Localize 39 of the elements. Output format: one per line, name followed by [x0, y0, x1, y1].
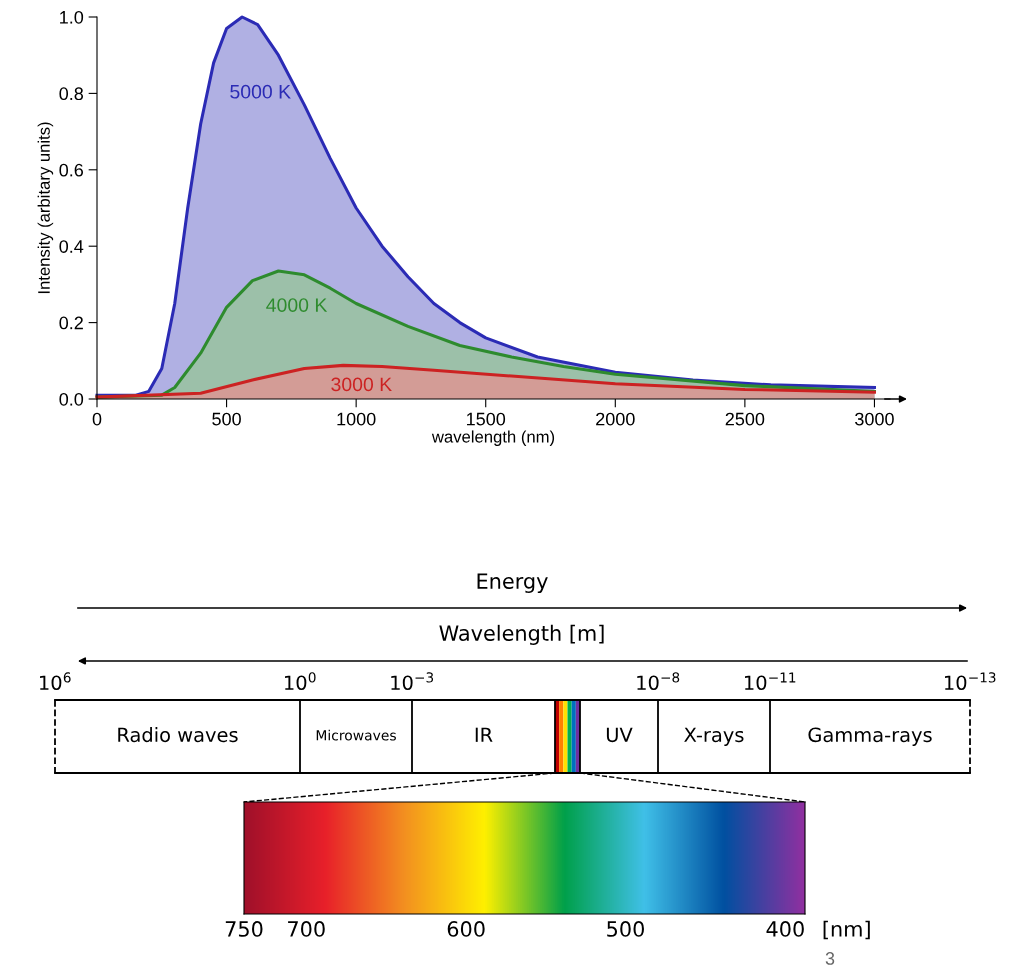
category-label: UV: [606, 727, 633, 743]
text: 10$^{0}$: [285, 672, 316, 691]
series-label: 4000 K: [266, 298, 328, 312]
series-label: 3000 K: [331, 377, 392, 392]
text: 10$^{−13}$: [945, 672, 996, 691]
text: [nm]: [823, 920, 870, 940]
series-label: 5000 K: [230, 84, 291, 99]
text: 3: [825, 952, 835, 965]
text: 600: [447, 921, 485, 937]
y-tick-label: 1.0: [60, 10, 84, 24]
text: 700: [288, 921, 325, 937]
text: 10$^{−3}$: [391, 672, 434, 691]
category-label: Microwaves: [316, 729, 396, 741]
y-tick-label: 0.8: [59, 87, 84, 101]
y-tick-label: 0.6: [59, 163, 84, 177]
category-label: IR: [475, 727, 493, 742]
y-tick-label: 0.0: [59, 392, 84, 406]
y-tick-label: 0.2: [59, 316, 83, 330]
text: 10$^{6}$: [40, 672, 71, 691]
text: 750: [225, 921, 263, 937]
category-label: Gamma-rays: [808, 727, 932, 746]
y-tick-label: 0.4: [59, 240, 84, 253]
x-tick-label: 500: [212, 412, 241, 426]
category-label: X-rays: [684, 727, 744, 746]
text: 10$^{−8}$: [637, 672, 680, 691]
text: Wavelength [m]: [439, 624, 604, 645]
category-label: Radio waves: [118, 727, 238, 743]
text: 400: [766, 921, 804, 937]
text: 10$^{−11}$: [745, 672, 796, 691]
x-tick-label: 0: [92, 412, 102, 426]
text: 500: [607, 921, 644, 937]
x-tick-label: 1000: [337, 412, 376, 426]
x-tick-label: 1500: [467, 412, 506, 426]
x-tick-label: 2000: [596, 412, 635, 426]
x-tick-label: 2500: [725, 412, 765, 426]
y-axis-title: Intensity (arbitary units): [37, 122, 54, 294]
text: Energy: [477, 573, 548, 593]
x-tick-label: 3000: [855, 412, 894, 426]
x-axis-title: wavelength (nm): [431, 430, 555, 446]
